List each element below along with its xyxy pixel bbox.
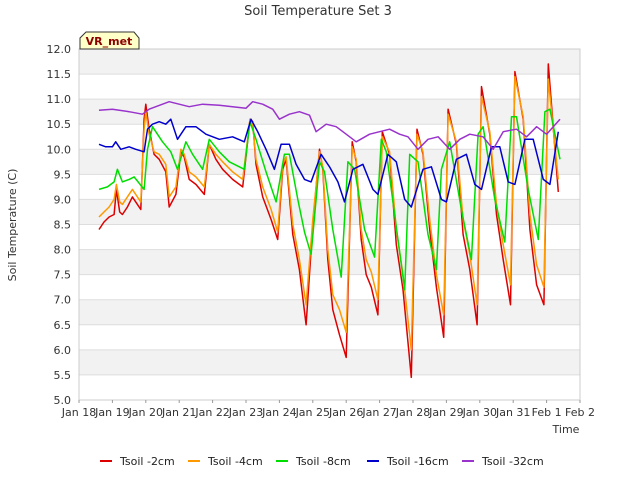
y-tick-label: 5.5	[54, 369, 72, 382]
y-tick-label: 9.5	[54, 168, 72, 181]
x-tick-label: Feb 2	[565, 406, 595, 419]
y-tick-label: 11.0	[47, 93, 72, 106]
y-tick-label: 11.5	[47, 68, 72, 81]
x-tick-label: Jan 24	[261, 406, 296, 419]
x-tick-label: Jan 20	[128, 406, 163, 419]
plot-band	[79, 349, 580, 375]
x-tick-label: Jan 26	[328, 406, 363, 419]
chart-title: Soil Temperature Set 3	[244, 4, 392, 19]
x-tick-label: Jan 21	[161, 406, 196, 419]
plot-band	[79, 49, 580, 75]
y-tick-label: 10.5	[47, 118, 72, 131]
x-tick-label: Jan 31	[495, 406, 530, 419]
y-tick-label: 8.0	[54, 244, 72, 257]
y-tick-label: 5.0	[54, 394, 72, 407]
y-tick-label: 6.5	[54, 319, 72, 332]
y-tick-labels: 5.0 5.5 6.0 6.5 7.0 7.5 8.0 8.5 9.0 9.5 10.0 10.5 11…	[47, 43, 72, 407]
series-line-tsoil-2cm	[98, 63, 560, 379]
x-tick-label: Jan 23	[228, 406, 263, 419]
legend: Tsoil -2cm Tsoil -4cm Tsoil -8cm Tsoil -16c…	[100, 455, 544, 468]
gridlines	[79, 48, 580, 401]
x-tick-label: Jan 19	[94, 406, 129, 419]
badge-box	[79, 31, 140, 50]
plot-band	[79, 149, 580, 175]
y-tick-label: 12.0	[47, 43, 72, 56]
legend-label: Tsoil -16cm	[386, 455, 449, 468]
x-tick-label: Jan 18	[61, 406, 96, 419]
x-tick-label: Feb 1	[532, 406, 562, 419]
badge-label: VR_met	[86, 35, 133, 48]
series-line-tsoil-8cm	[98, 108, 561, 291]
x-tick-label: Jan 29	[428, 406, 463, 419]
x-tick-label: Jan 27	[361, 406, 396, 419]
legend-label: Tsoil -8cm	[295, 455, 351, 468]
series-line-tsoil-32cm	[98, 100, 561, 151]
x-tick-label: Jan 30	[462, 406, 497, 419]
x-axis-label: Time	[552, 423, 580, 436]
plot-band	[79, 299, 580, 325]
y-tick-label: 8.5	[54, 219, 72, 232]
y-tick-label: 6.0	[54, 344, 72, 357]
legend-label: Tsoil -32cm	[481, 455, 544, 468]
plot-bands	[79, 49, 580, 375]
series-line-tsoil-16cm	[98, 118, 560, 208]
badge: VR_met	[79, 31, 140, 50]
legend-label: Tsoil -4cm	[207, 455, 263, 468]
y-axis-label: Soil Temperature (C)	[6, 169, 19, 282]
series-lines	[98, 63, 561, 379]
x-tick-label: Jan 22	[194, 406, 229, 419]
x-tick-label: Jan 25	[295, 406, 330, 419]
y-tick-label: 7.5	[54, 269, 72, 282]
plot-band	[79, 99, 580, 125]
x-tick-label: Jan 28	[395, 406, 430, 419]
y-tick-label: 9.0	[54, 193, 72, 206]
y-tick-label: 7.0	[54, 294, 72, 307]
y-tick-label: 10.0	[47, 143, 72, 156]
legend-label: Tsoil -2cm	[119, 455, 175, 468]
plot-frame	[78, 48, 581, 401]
